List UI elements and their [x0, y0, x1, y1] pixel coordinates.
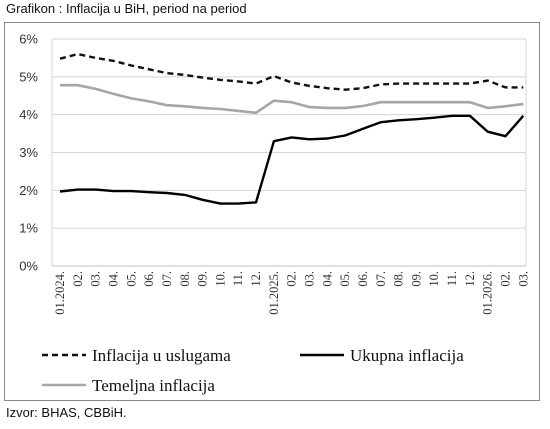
- y-tick-label: 5%: [19, 69, 38, 84]
- y-tick-label: 6%: [19, 32, 38, 47]
- legend-label-2: Temeljna inflacija: [92, 376, 215, 395]
- x-tick-label: 12.: [463, 271, 477, 287]
- x-tick-label: 07.: [160, 271, 174, 287]
- legend: Inflacija u uslugama Ukupna inflacija Teme…: [42, 346, 464, 395]
- x-tick-label: 04.: [106, 271, 120, 287]
- x-axis: 01.2024. 02. 03. 04. 05. 06. 07. 08. 09. 10. 11. 12…: [53, 271, 530, 315]
- x-tick-label: 11.: [445, 271, 459, 286]
- x-tick-label: 07.: [374, 271, 388, 287]
- y-tick-label: 4%: [19, 107, 38, 122]
- x-tick-label: 12.: [249, 271, 263, 287]
- series-line-0: [59, 52, 524, 91]
- x-tick-label: 03.: [516, 271, 530, 287]
- chart-frame: [4, 22, 540, 401]
- x-tick-label: 05.: [338, 271, 352, 287]
- y-tick-label: 2%: [19, 183, 38, 198]
- series-line-2: [60, 83, 524, 115]
- grid-layer: [51, 38, 527, 267]
- x-tick-label: 06.: [356, 271, 370, 287]
- x-tick-label: 02.: [71, 271, 85, 287]
- chart-title: Grafikon : Inflacija u BiH, period na pe…: [6, 1, 247, 16]
- series-layer: [59, 52, 525, 205]
- x-tick-label: 10.: [213, 271, 227, 287]
- x-tick-label: 06.: [142, 271, 156, 287]
- x-tick-label: 09.: [196, 271, 210, 287]
- legend-label-0: Inflacija u uslugama: [92, 346, 231, 365]
- x-tick-label: 01.2026.: [481, 271, 495, 315]
- y-axis: 0% 1% 2% 3% 4% 5% 6%: [19, 32, 38, 274]
- x-tick-label: 08.: [392, 271, 406, 287]
- x-tick-label: 03.: [302, 271, 316, 287]
- x-tick-label: 08.: [178, 271, 192, 287]
- legend-label-1: Ukupna inflacija: [350, 346, 464, 365]
- x-tick-label: 03.: [89, 271, 103, 287]
- x-tick-label: 02.: [285, 271, 299, 287]
- x-tick-label: 10.: [427, 271, 441, 287]
- source-note: Izvor: BHAS, CBBiH.: [6, 405, 127, 420]
- x-tick-label: 09.: [409, 271, 423, 287]
- y-tick-label: 3%: [19, 145, 38, 160]
- x-tick-label: 01.2025.: [267, 271, 281, 315]
- x-tick-label: 01.2024.: [53, 271, 67, 315]
- y-tick-label: 1%: [19, 221, 38, 236]
- y-tick-label: 0%: [19, 259, 38, 274]
- x-tick-label: 04.: [320, 271, 334, 287]
- x-tick-label: 02.: [499, 271, 513, 287]
- x-tick-label: 05.: [124, 271, 138, 287]
- x-tick-label: 11.: [231, 271, 245, 286]
